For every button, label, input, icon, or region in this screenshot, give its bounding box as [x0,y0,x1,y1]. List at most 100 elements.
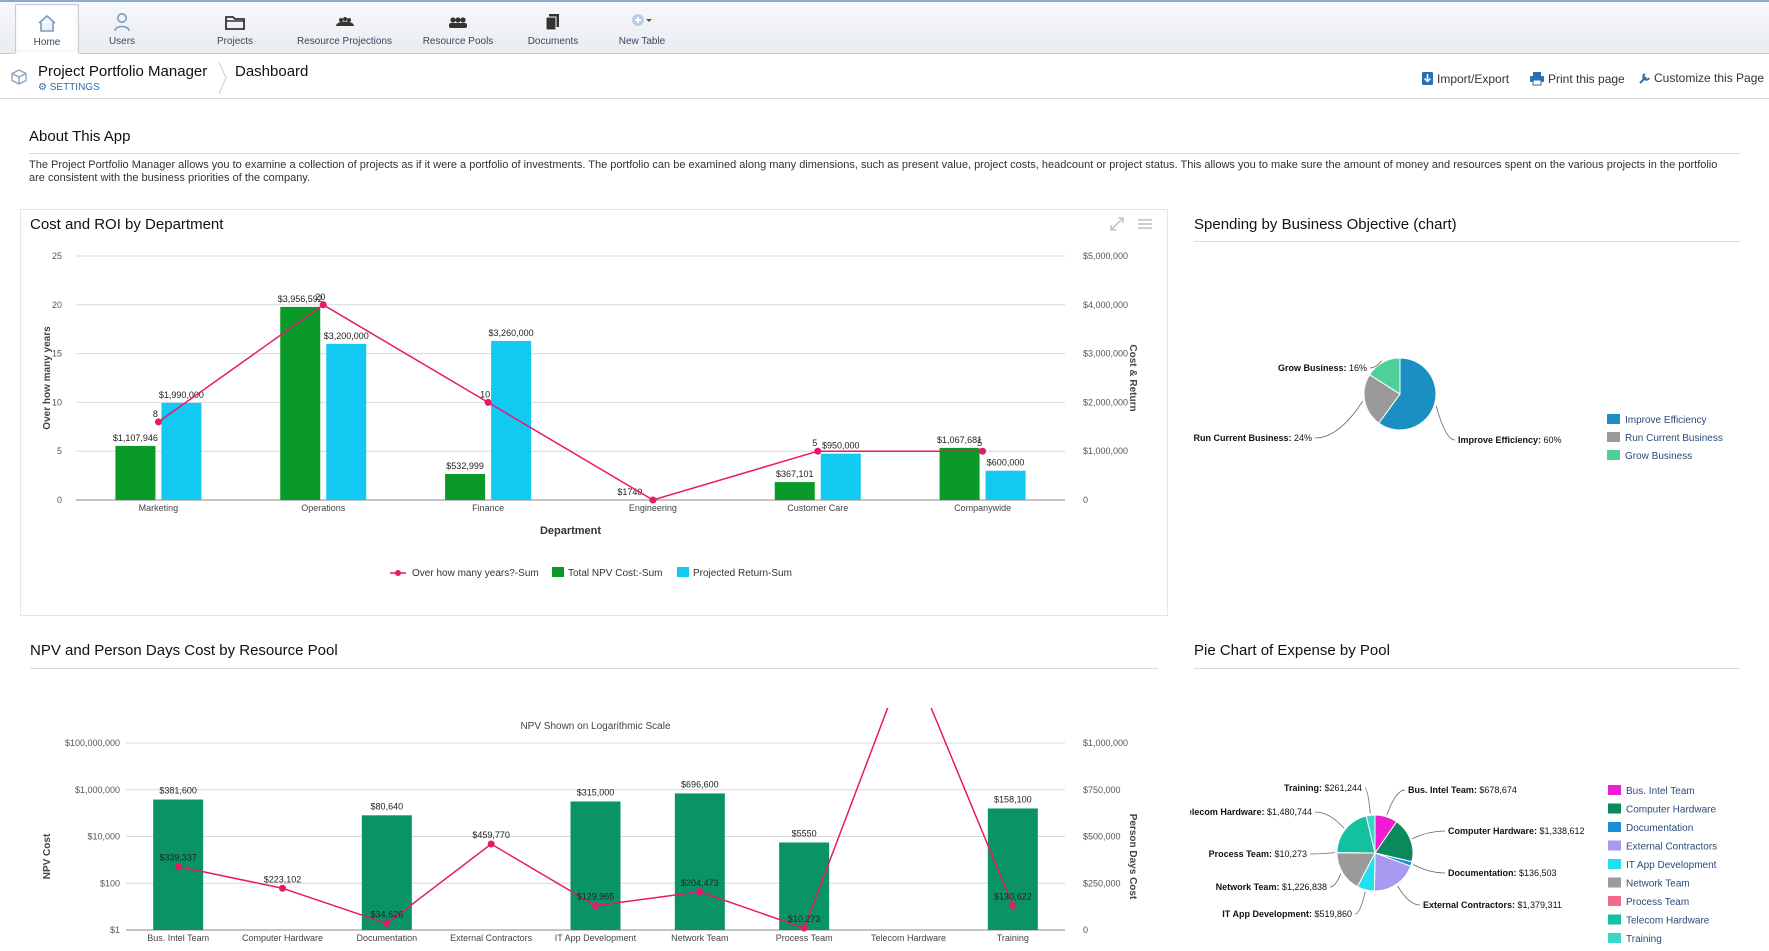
legend-swatch [1607,450,1620,460]
line-point [814,447,822,455]
line-data-label: 5 [977,438,982,448]
nav-resource-pools[interactable]: Resource Pools [418,4,498,54]
expense-pie-chart: Bus. Intel Team: $678,674 Computer Hardwa… [1190,783,1717,945]
nav-documents[interactable]: Documents [518,4,588,54]
slice-label: Telecom Hardware: $1,480,744 [1190,807,1312,817]
app-title[interactable]: Project Portfolio Manager [38,63,208,80]
x-tick-label: Documentation [357,933,418,943]
nav-new-table[interactable]: New Table [607,4,677,54]
y-tick-label: 5 [57,446,62,456]
gear-icon: ⚙ [38,82,47,93]
data-label: $158,100 [994,794,1032,804]
nav-users[interactable]: Users [92,4,152,54]
cost-roi-chart: 0 5 10 15 20 25 0 $1,000,000 $2,000,000 $3,000,00… [42,251,1138,579]
cost-roi-panel [20,209,1168,616]
leader-line [1413,864,1446,874]
legend-label: Over how many years?-Sum [412,568,539,579]
y-tick-label: $100,000,000 [65,738,120,748]
y2-axis-label: Person Days Cost [1127,814,1138,900]
data-label: $950,000 [822,441,860,451]
y-tick-label: 0 [57,495,62,505]
wrench-icon [1639,73,1650,84]
about-title: About This App [29,128,131,145]
import-export-icon [1422,72,1433,85]
legend-swatch [677,567,689,577]
slice-label: Computer Hardware: $1,338,612 [1448,826,1585,836]
folder-icon [225,16,245,30]
slice-label: IT App Development: $519,860 [1222,909,1352,919]
spending-divider [1194,241,1740,242]
data-label: $1740 [617,487,642,497]
y2-tick-label: $250,000 [1083,878,1121,888]
data-label: $3,200,000 [324,331,369,341]
y-tick-label: 25 [52,251,62,261]
slice-label: Improve Efficiency: 60% [1458,435,1562,445]
data-label: $696,600 [681,779,719,789]
legend-swatch [1608,803,1621,814]
line-data-label: 5 [812,438,817,448]
legend-label: IT App Development [1626,860,1717,871]
menu-icon[interactable] [1137,218,1153,230]
npv-divider [30,668,1158,669]
slice-label: Documentation: $136,503 [1448,868,1557,878]
print-button[interactable]: Print this page [1529,71,1625,86]
import-export-button[interactable]: Import/Export [1421,71,1509,86]
leader-line [1364,787,1371,814]
bar [280,306,321,500]
y-tick-label: $1,000,000 [75,785,120,795]
settings-link[interactable]: ⚙ SETTINGS [38,82,100,93]
data-label: $1,107,946 [113,433,158,443]
spending-title: Spending by Business Objective (chart) [1194,216,1457,233]
data-label: $3,956,592 [278,294,323,304]
legend-swatch [1608,822,1621,832]
leader-line [1314,400,1364,439]
legend-label: Process Team [1626,897,1689,908]
group-icon [449,17,467,28]
nav-resource-pools-label: Resource Pools [422,36,494,47]
customize-label: Customize this Page [1654,71,1765,85]
line-data-label: $129,965 [577,892,615,902]
pie-slice [1378,357,1437,431]
legend-label: Grow Business [1625,451,1692,462]
expand-icon[interactable] [1109,216,1125,232]
legend-label: Run Current Business [1625,433,1723,444]
y-axis-label: Over how many years [42,326,53,430]
chart-title: NPV Shown on Logarithmic Scale [520,721,671,732]
line-point [319,301,327,309]
line-point [484,398,492,406]
nav-projects-label: Projects [216,36,254,47]
line-data-label: $10,273 [788,914,821,924]
bar [939,447,980,500]
series-line [157,303,983,501]
app-cube-icon [11,69,27,85]
y2-tick-label: 0 [1083,495,1088,505]
x-tick-label: Computer Hardware [242,933,323,943]
legend-swatch [395,570,401,576]
data-label: $80,640 [371,801,404,811]
y-axis-label: NPV Cost [42,833,53,879]
leader-line [1386,789,1406,815]
bar [987,808,1038,930]
line-point [487,840,495,848]
npv-title: NPV and Person Days Cost by Resource Poo… [30,642,338,659]
data-label: $381,600 [159,786,197,796]
print-label: Print this page [1548,72,1625,86]
expense-pie-divider [1194,668,1740,669]
customize-button[interactable]: Customize this Page [1638,71,1764,85]
slice-label: Training: $261,244 [1284,783,1362,793]
data-label: $367,101 [776,469,814,479]
nav-projects[interactable]: Projects [200,4,270,54]
legend-swatch [552,567,564,577]
settings-label: SETTINGS [49,82,100,93]
legend-label: External Contractors [1626,842,1717,853]
line-data-label: 20 [315,292,325,302]
cost-roi-title: Cost and ROI by Department [30,216,224,233]
slice-label: Run Current Business: 24% [1193,433,1312,443]
nav-home[interactable]: Home [15,4,79,54]
y2-tick-label: $2,000,000 [1083,397,1128,407]
nav-resource-projections[interactable]: Resource Projections [292,4,397,54]
line-point [979,447,987,455]
line-point [154,418,162,426]
documents-icon [545,14,559,31]
data-label: $315,000 [577,787,615,797]
